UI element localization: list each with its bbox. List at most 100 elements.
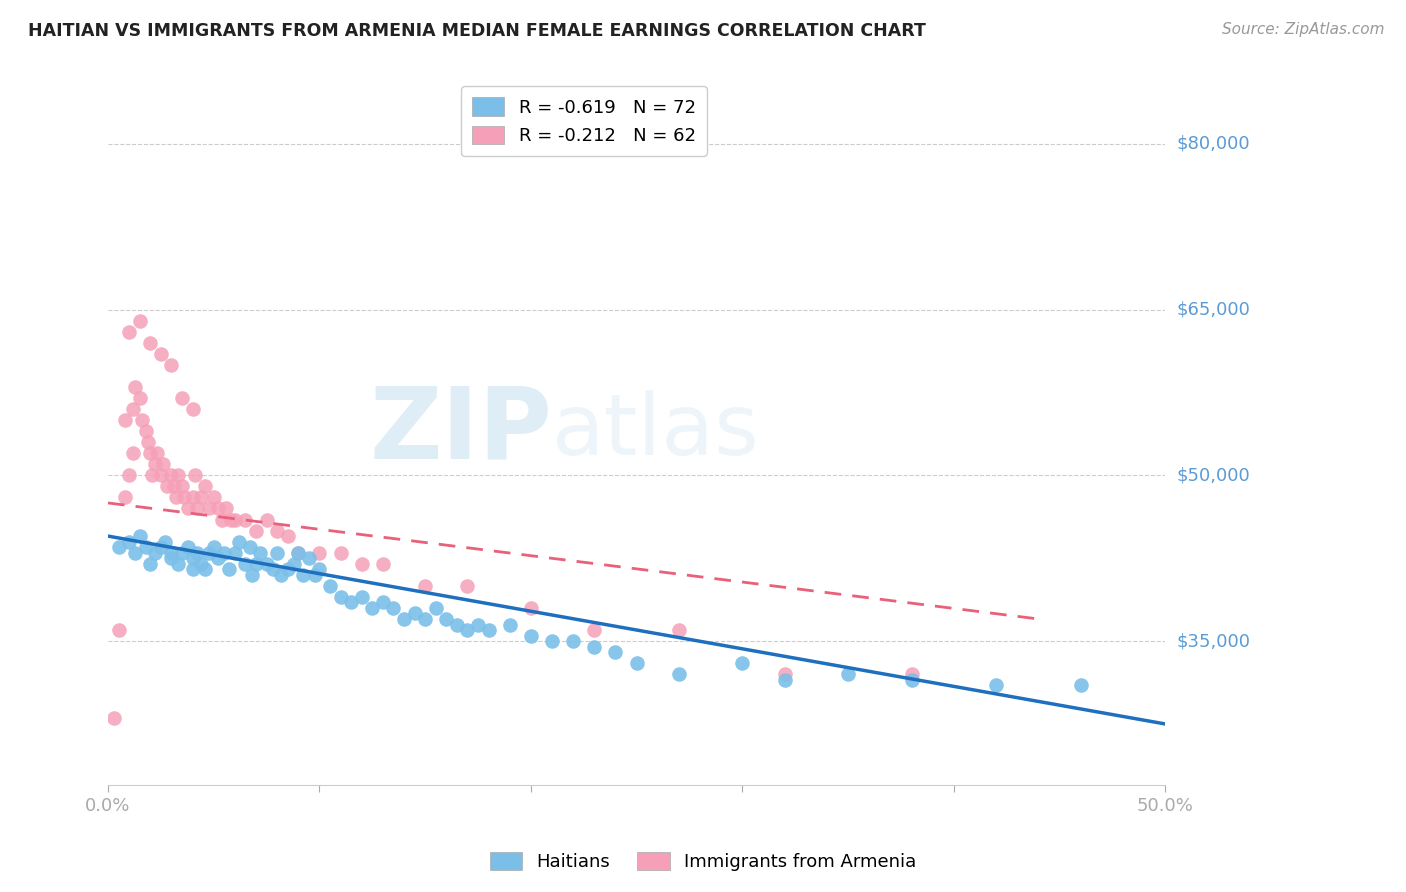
Point: [392, 612, 415, 626]
Point: [249, 546, 271, 560]
Point: [446, 617, 468, 632]
Point: [900, 667, 922, 681]
Point: [186, 501, 208, 516]
Point: [456, 623, 478, 637]
Text: $65,000: $65,000: [1177, 301, 1250, 318]
Point: [198, 546, 221, 560]
Point: [170, 546, 193, 560]
Point: [499, 617, 522, 632]
Point: [256, 512, 278, 526]
Point: [128, 391, 150, 405]
Point: [266, 524, 288, 538]
Point: [361, 601, 384, 615]
Point: [170, 391, 193, 405]
Point: [194, 479, 217, 493]
Point: [181, 402, 204, 417]
Point: [562, 634, 585, 648]
Point: [298, 551, 321, 566]
Point: [149, 347, 172, 361]
Point: [425, 601, 447, 615]
Point: [329, 590, 352, 604]
Point: [103, 711, 125, 725]
Point: [190, 491, 212, 505]
Point: [319, 579, 342, 593]
Point: [434, 612, 457, 626]
Point: [183, 468, 205, 483]
Point: [605, 645, 627, 659]
Legend: Haitians, Immigrants from Armenia: Haitians, Immigrants from Armenia: [482, 845, 924, 879]
Point: [218, 562, 240, 576]
Point: [235, 557, 257, 571]
Point: [291, 567, 314, 582]
Point: [520, 629, 543, 643]
Point: [131, 413, 153, 427]
Point: [211, 512, 233, 526]
Point: [122, 446, 145, 460]
Point: [270, 567, 292, 582]
Legend: R = -0.619   N = 72, R = -0.212   N = 62: R = -0.619 N = 72, R = -0.212 N = 62: [461, 87, 707, 156]
Point: [135, 540, 157, 554]
Point: [122, 402, 145, 417]
Point: [308, 562, 330, 576]
Point: [773, 673, 796, 687]
Point: [118, 534, 141, 549]
Point: [139, 557, 162, 571]
Point: [160, 551, 183, 566]
Point: [235, 512, 257, 526]
Point: [371, 595, 394, 609]
Point: [156, 479, 179, 493]
Point: [215, 501, 238, 516]
Point: [413, 579, 436, 593]
Point: [107, 623, 129, 637]
Point: [143, 546, 166, 560]
Point: [162, 479, 184, 493]
Point: [308, 546, 330, 560]
Point: [118, 325, 141, 339]
Point: [626, 656, 648, 670]
Text: Source: ZipAtlas.com: Source: ZipAtlas.com: [1222, 22, 1385, 37]
Point: [139, 446, 162, 460]
Point: [181, 551, 204, 566]
Point: [214, 546, 236, 560]
Text: HAITIAN VS IMMIGRANTS FROM ARMENIA MEDIAN FEMALE EARNINGS CORRELATION CHART: HAITIAN VS IMMIGRANTS FROM ARMENIA MEDIA…: [28, 22, 927, 40]
Point: [114, 413, 136, 427]
Point: [152, 457, 174, 471]
Point: [478, 623, 501, 637]
Point: [124, 546, 146, 560]
Point: [170, 479, 193, 493]
Point: [329, 546, 352, 560]
Text: ZIP: ZIP: [370, 383, 553, 480]
Point: [139, 335, 162, 350]
Point: [583, 623, 606, 637]
Point: [136, 435, 159, 450]
Point: [166, 557, 188, 571]
Point: [240, 567, 263, 582]
Point: [583, 640, 606, 654]
Point: [277, 529, 299, 543]
Point: [166, 468, 188, 483]
Text: atlas: atlas: [553, 390, 761, 473]
Point: [202, 540, 225, 554]
Point: [350, 557, 373, 571]
Point: [219, 512, 242, 526]
Point: [773, 667, 796, 681]
Point: [143, 457, 166, 471]
Point: [128, 529, 150, 543]
Point: [304, 567, 326, 582]
Point: [731, 656, 754, 670]
Point: [520, 601, 543, 615]
Point: [149, 468, 172, 483]
Point: [160, 546, 183, 560]
Point: [124, 380, 146, 394]
Point: [245, 524, 267, 538]
Point: [837, 667, 859, 681]
Point: [194, 562, 217, 576]
Point: [283, 557, 305, 571]
Point: [456, 579, 478, 593]
Point: [202, 491, 225, 505]
Point: [287, 546, 309, 560]
Point: [128, 313, 150, 327]
Point: [1070, 678, 1092, 692]
Point: [114, 491, 136, 505]
Point: [382, 601, 405, 615]
